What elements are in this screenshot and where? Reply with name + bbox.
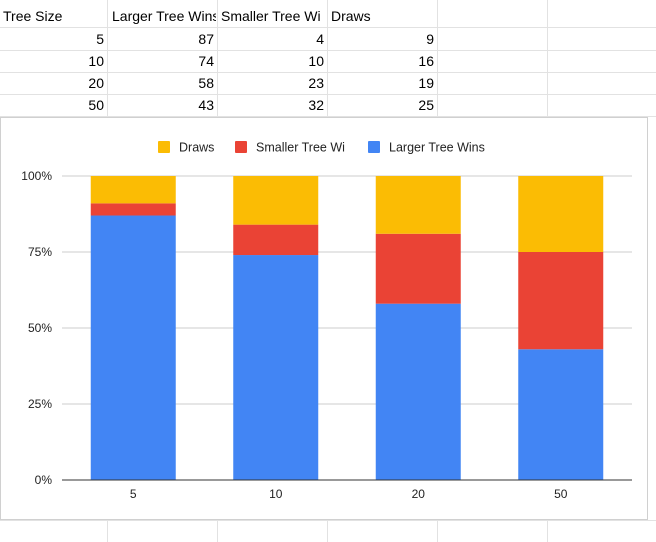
bar-draws-20[interactable] bbox=[375, 176, 461, 234]
grid-line bbox=[0, 50, 656, 51]
header-cell-larger-tree-wins[interactable]: Larger Tree Wins bbox=[112, 8, 216, 24]
bar-smaller-tree-wi-10[interactable] bbox=[233, 224, 319, 256]
bar-draws-10[interactable] bbox=[233, 176, 319, 225]
bar-larger-tree-wins-50[interactable] bbox=[518, 349, 604, 480]
table-cell[interactable]: 16 bbox=[418, 53, 434, 69]
table-cell[interactable]: 4 bbox=[316, 31, 324, 47]
bar-draws-50[interactable] bbox=[518, 176, 604, 252]
y-tick-label: 0% bbox=[35, 473, 53, 487]
grid-line bbox=[0, 94, 656, 95]
table-cell[interactable]: 10 bbox=[88, 53, 104, 69]
table-cell[interactable]: 10 bbox=[308, 53, 324, 69]
legend-swatch bbox=[158, 141, 170, 153]
legend-swatch bbox=[368, 141, 380, 153]
legend-label[interactable]: Larger Tree Wins bbox=[389, 141, 485, 155]
grid-line bbox=[0, 520, 656, 521]
table-cell[interactable]: 25 bbox=[418, 97, 434, 113]
x-tick-label: 20 bbox=[412, 487, 426, 501]
table-cell[interactable]: 9 bbox=[426, 31, 434, 47]
bar-smaller-tree-wi-20[interactable] bbox=[375, 233, 461, 304]
table-cell[interactable]: 23 bbox=[308, 75, 324, 91]
header-cell-smaller-tree-wins[interactable]: Smaller Tree Wi bbox=[221, 8, 321, 24]
grid-line bbox=[0, 116, 656, 117]
table-cell[interactable]: 50 bbox=[88, 97, 104, 113]
bar-larger-tree-wins-10[interactable] bbox=[233, 255, 319, 480]
stacked-bar-chart[interactable]: 0% 25% 50% 75% 100% 5 10 20 50 Draws Smaller Tree … bbox=[0, 117, 648, 520]
x-tick-label: 50 bbox=[554, 487, 568, 501]
x-tick-label: 5 bbox=[130, 487, 137, 501]
table-cell[interactable]: 87 bbox=[198, 31, 214, 47]
bar-larger-tree-wins-5[interactable] bbox=[90, 215, 176, 480]
table-cell[interactable]: 74 bbox=[198, 53, 214, 69]
y-tick-label: 50% bbox=[28, 321, 52, 335]
header-cell-tree-size[interactable]: Tree Size bbox=[3, 8, 63, 24]
bar-larger-tree-wins-20[interactable] bbox=[375, 303, 461, 480]
bar-smaller-tree-wi-5[interactable] bbox=[90, 203, 176, 216]
bar-smaller-tree-wi-50[interactable] bbox=[518, 252, 604, 350]
legend-label[interactable]: Smaller Tree Wi bbox=[256, 141, 345, 155]
header-cell-draws[interactable]: Draws bbox=[331, 8, 371, 24]
legend-label[interactable]: Draws bbox=[179, 141, 214, 155]
table-cell[interactable]: 20 bbox=[88, 75, 104, 91]
legend-swatch bbox=[235, 141, 247, 153]
bar-draws-5[interactable] bbox=[90, 176, 176, 204]
grid-line bbox=[0, 27, 656, 28]
table-cell[interactable]: 5 bbox=[96, 31, 104, 47]
y-tick-label: 75% bbox=[28, 245, 52, 259]
grid-line bbox=[0, 72, 656, 73]
table-cell[interactable]: 32 bbox=[308, 97, 324, 113]
x-tick-label: 10 bbox=[269, 487, 283, 501]
y-tick-label: 25% bbox=[28, 397, 52, 411]
table-cell[interactable]: 43 bbox=[198, 97, 214, 113]
y-tick-label: 100% bbox=[21, 169, 52, 183]
table-cell[interactable]: 58 bbox=[198, 75, 214, 91]
table-cell[interactable]: 19 bbox=[418, 75, 434, 91]
